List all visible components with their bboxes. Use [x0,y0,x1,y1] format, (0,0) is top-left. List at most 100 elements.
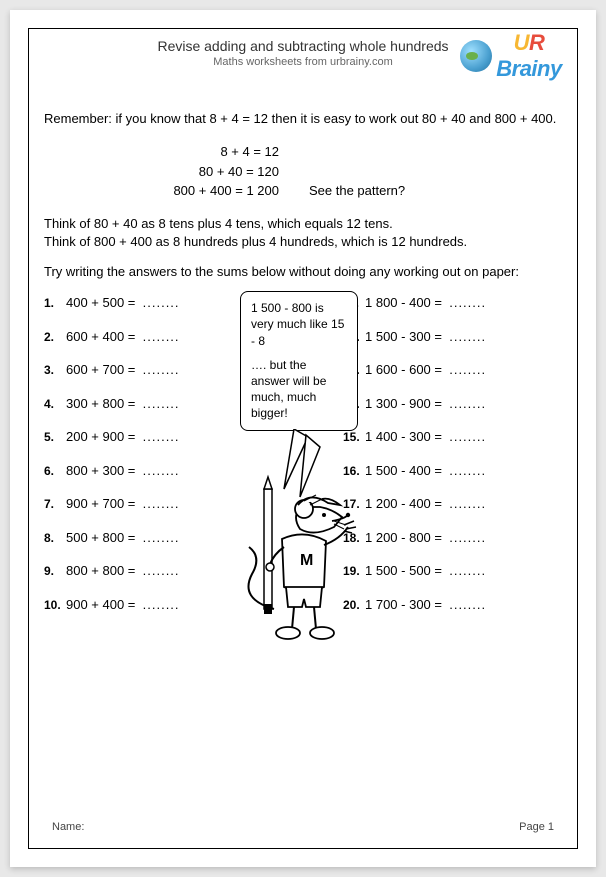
answer-blank[interactable]: ........ [143,295,180,310]
name-label: Name: [52,821,84,833]
problem-expr: 400 + 500 = [66,295,135,310]
logo-text: URBrainy [496,30,561,82]
problem-expr: 1 200 - 400 = [365,496,442,511]
think-text-1: Think of 80 + 40 as 8 tens plus 4 tens, … [44,215,562,233]
example-note: See the pattern? [309,181,405,201]
urbrainy-logo: URBrainy [456,32,566,80]
problem-row: 7.900 + 700 = ........ [44,496,263,511]
problem-number: 10. [44,598,66,612]
problem-row: 11.1 800 - 400 = ........ [343,295,562,310]
problem-expr: 600 + 400 = [66,329,135,344]
problem-expr: 300 + 800 = [66,396,135,411]
logo-brainy: Brainy [496,56,561,81]
answer-blank[interactable]: ........ [143,396,180,411]
answer-blank[interactable]: ........ [449,463,486,478]
footer: Name: Page 1 [52,821,554,833]
problem-number: 7. [44,497,66,511]
problem-expr: 600 + 700 = [66,362,135,377]
problem-row: 16.1 500 - 400 = ........ [343,463,562,478]
problem-row: 2.600 + 400 = ........ [44,329,263,344]
problem-row: 10.900 + 400 = ........ [44,597,263,612]
problem-row: 9.800 + 800 = ........ [44,563,263,578]
problem-row: 12.1 500 - 300 = ........ [343,329,562,344]
problem-row: 4.300 + 800 = ........ [44,396,263,411]
problem-number: 4. [44,397,66,411]
problem-row: 14.1 300 - 900 = ........ [343,396,562,411]
answer-blank[interactable]: ........ [449,329,486,344]
answer-blank[interactable]: ........ [143,496,180,511]
problem-number: 2. [44,330,66,344]
answer-blank[interactable]: ........ [449,295,486,310]
think-text-2: Think of 800 + 400 as 8 hundreds plus 4 … [44,233,562,251]
try-text: Try writing the answers to the sums belo… [44,263,562,281]
answer-blank[interactable]: ........ [449,563,486,578]
answer-blank[interactable]: ........ [143,597,180,612]
bubble-line-1: 1 500 - 800 is very much like 15 - 8 [251,300,347,349]
logo-r: R [529,30,544,55]
problem-number: 9. [44,564,66,578]
mouse-character-icon: M [244,429,364,649]
problem-row: 17.1 200 - 400 = ........ [343,496,562,511]
problem-number: 3. [44,363,66,377]
problem-number: 1. [44,296,66,310]
problem-expr: 900 + 700 = [66,496,135,511]
answer-blank[interactable]: ........ [449,396,486,411]
problem-expr: 1 200 - 800 = [365,530,442,545]
example-row: 800 + 400 = 1 200 See the pattern? [44,181,562,201]
problem-row: 8.500 + 800 = ........ [44,530,263,545]
problem-expr: 1 800 - 400 = [365,295,442,310]
answer-blank[interactable]: ........ [143,530,180,545]
problem-expr: 1 300 - 900 = [365,396,442,411]
problem-expr: 1 500 - 400 = [365,463,442,478]
example-eq: 8 + 4 = 12 [44,142,309,162]
problem-expr: 800 + 800 = [66,563,135,578]
example-row: 8 + 4 = 12 [44,142,562,162]
problems-area: 1.400 + 500 = ........ 2.600 + 400 = ...… [44,295,562,630]
examples-block: 8 + 4 = 12 80 + 40 = 120 800 + 400 = 1 2… [44,142,562,201]
answer-blank[interactable]: ........ [449,597,486,612]
answer-blank[interactable]: ........ [449,496,486,511]
worksheet-page: Revise adding and subtracting whole hund… [10,10,596,867]
problem-expr: 200 + 900 = [66,429,135,444]
problem-row: 1.400 + 500 = ........ [44,295,263,310]
problem-row: 3.600 + 700 = ........ [44,362,263,377]
answer-blank[interactable]: ........ [143,329,180,344]
page-number: Page 1 [519,821,554,833]
answer-blank[interactable]: ........ [143,429,180,444]
example-eq: 80 + 40 = 120 [44,162,309,182]
problem-expr: 800 + 300 = [66,463,135,478]
problem-row: 5.200 + 900 = ........ [44,429,263,444]
problem-row: 6.800 + 300 = ........ [44,463,263,478]
globe-icon [460,40,492,72]
problem-expr: 1 500 - 300 = [365,329,442,344]
answer-blank[interactable]: ........ [449,362,486,377]
header: Revise adding and subtracting whole hund… [44,38,562,96]
svg-text:M: M [300,552,313,569]
problem-number: 6. [44,464,66,478]
problem-expr: 900 + 400 = [66,597,135,612]
problem-row: 13.1 600 - 600 = ........ [343,362,562,377]
intro-text: Remember: if you know that 8 + 4 = 12 th… [44,110,562,128]
problem-expr: 1 500 - 500 = [365,563,442,578]
answer-blank[interactable]: ........ [449,429,486,444]
answer-blank[interactable]: ........ [143,463,180,478]
problem-row: 15.1 400 - 300 = ........ [343,429,562,444]
answer-blank[interactable]: ........ [143,563,180,578]
bubble-spacer [251,349,347,357]
logo-u: U [514,30,529,55]
problem-expr: 1 600 - 600 = [365,362,442,377]
answer-blank[interactable]: ........ [143,362,180,377]
example-eq: 800 + 400 = 1 200 [44,181,309,201]
problem-expr: 1 400 - 300 = [365,429,442,444]
problem-expr: 1 700 - 300 = [365,597,442,612]
speech-bubble: 1 500 - 800 is very much like 15 - 8 …. … [240,291,358,430]
problem-expr: 500 + 800 = [66,530,135,545]
page-content: Revise adding and subtracting whole hund… [44,38,562,839]
problem-number: 5. [44,430,66,444]
answer-blank[interactable]: ........ [449,530,486,545]
bubble-line-2: …. but the answer will be much, much big… [251,357,347,422]
example-row: 80 + 40 = 120 [44,162,562,182]
problem-row: 18.1 200 - 800 = ........ [343,530,562,545]
problem-number: 8. [44,531,66,545]
problem-row: 20.1 700 - 300 = ........ [343,597,562,612]
